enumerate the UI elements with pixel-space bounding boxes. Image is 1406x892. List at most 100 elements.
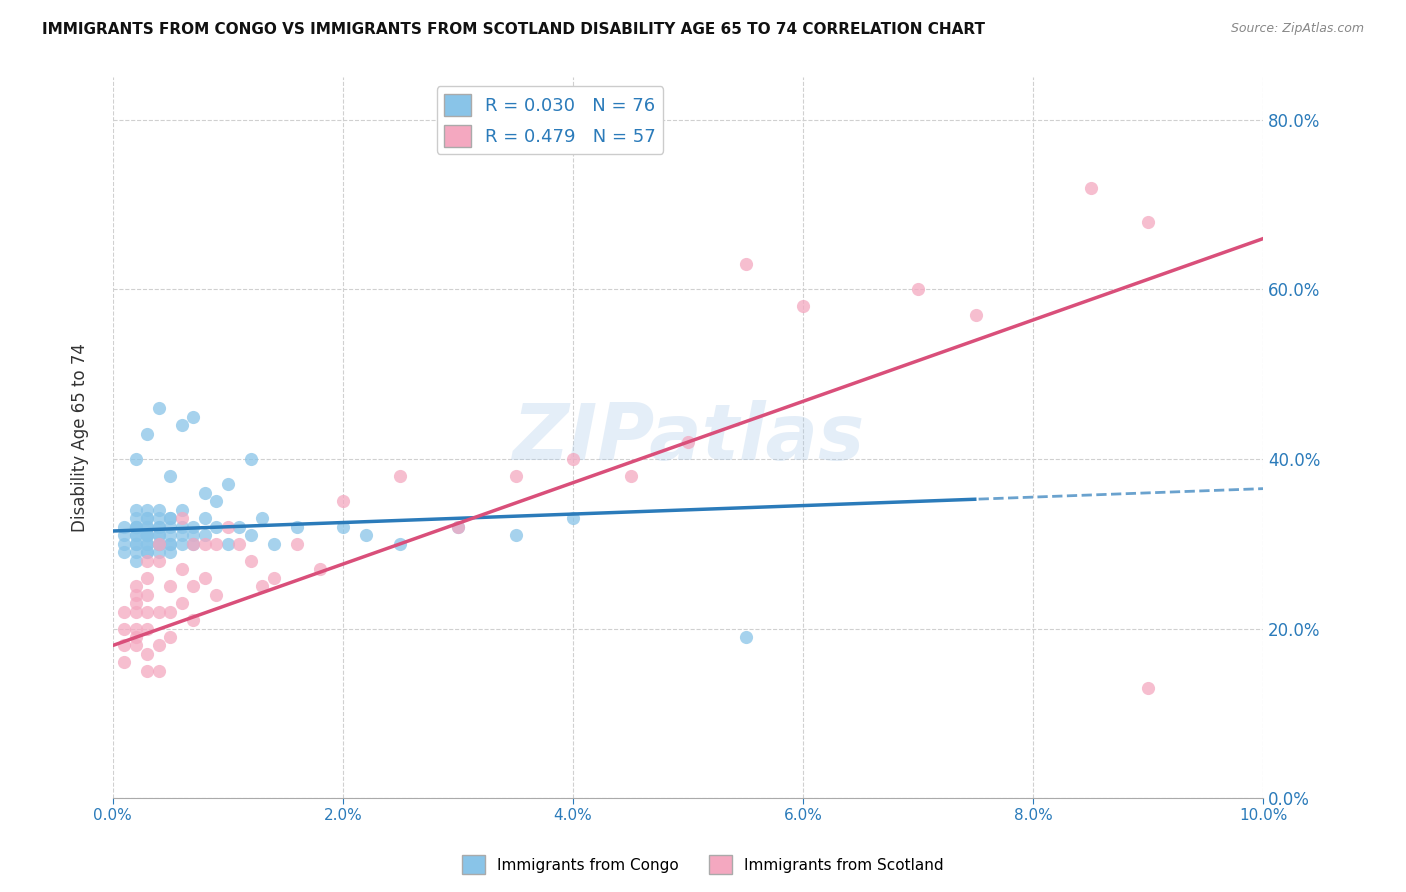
Point	[354, 528, 377, 542]
Point	[125, 537, 148, 551]
Point	[170, 520, 193, 534]
Point	[159, 511, 181, 525]
Point	[194, 528, 217, 542]
Point	[217, 477, 239, 491]
Point	[907, 282, 929, 296]
Y-axis label: Disability Age 65 to 74: Disability Age 65 to 74	[72, 343, 89, 533]
Point	[183, 537, 205, 551]
Point	[205, 588, 228, 602]
Point	[505, 469, 527, 483]
Point	[332, 494, 354, 508]
Point	[183, 579, 205, 593]
Point	[194, 486, 217, 500]
Point	[136, 528, 159, 542]
Point	[159, 605, 181, 619]
Point	[136, 520, 159, 534]
Point	[239, 554, 262, 568]
Point	[148, 511, 170, 525]
Point	[676, 435, 699, 450]
Point	[125, 596, 148, 610]
Point	[159, 630, 181, 644]
Point	[136, 537, 159, 551]
Point	[136, 605, 159, 619]
Point	[183, 520, 205, 534]
Point	[125, 511, 148, 525]
Point	[159, 528, 181, 542]
Point	[170, 528, 193, 542]
Point	[183, 409, 205, 424]
Point	[148, 605, 170, 619]
Point	[112, 622, 135, 636]
Point	[148, 520, 170, 534]
Text: ZIPatlas: ZIPatlas	[512, 400, 865, 475]
Point	[125, 528, 148, 542]
Point	[183, 528, 205, 542]
Point	[125, 537, 148, 551]
Point	[170, 503, 193, 517]
Point	[136, 503, 159, 517]
Point	[148, 664, 170, 678]
Point	[562, 452, 585, 467]
Point	[125, 554, 148, 568]
Point	[148, 537, 170, 551]
Point	[170, 417, 193, 432]
Point	[252, 511, 274, 525]
Point	[263, 537, 285, 551]
Point	[228, 537, 250, 551]
Point	[332, 520, 354, 534]
Point	[285, 537, 308, 551]
Point	[194, 537, 217, 551]
Point	[562, 511, 585, 525]
Point	[125, 579, 148, 593]
Point	[112, 528, 135, 542]
Point	[194, 571, 217, 585]
Point	[170, 537, 193, 551]
Point	[228, 520, 250, 534]
Point	[239, 528, 262, 542]
Point	[125, 520, 148, 534]
Point	[148, 545, 170, 559]
Point	[447, 520, 470, 534]
Legend: Immigrants from Congo, Immigrants from Scotland: Immigrants from Congo, Immigrants from S…	[456, 849, 950, 880]
Point	[159, 545, 181, 559]
Point	[125, 452, 148, 467]
Point	[205, 494, 228, 508]
Point	[447, 520, 470, 534]
Point	[148, 528, 170, 542]
Point	[125, 639, 148, 653]
Point	[125, 545, 148, 559]
Point	[170, 511, 193, 525]
Point	[125, 520, 148, 534]
Point	[217, 520, 239, 534]
Point	[136, 545, 159, 559]
Point	[136, 426, 159, 441]
Point	[136, 520, 159, 534]
Point	[217, 537, 239, 551]
Point	[125, 605, 148, 619]
Point	[205, 537, 228, 551]
Point	[136, 528, 159, 542]
Point	[792, 299, 814, 313]
Point	[285, 520, 308, 534]
Point	[389, 469, 412, 483]
Point	[112, 545, 135, 559]
Point	[125, 520, 148, 534]
Point	[159, 511, 181, 525]
Point	[136, 571, 159, 585]
Point	[252, 579, 274, 593]
Point	[159, 520, 181, 534]
Point	[125, 528, 148, 542]
Point	[125, 503, 148, 517]
Text: Source: ZipAtlas.com: Source: ZipAtlas.com	[1230, 22, 1364, 36]
Point	[148, 554, 170, 568]
Point	[148, 639, 170, 653]
Point	[965, 308, 987, 322]
Point	[136, 588, 159, 602]
Point	[136, 622, 159, 636]
Point	[136, 545, 159, 559]
Point	[1080, 180, 1102, 194]
Point	[619, 469, 641, 483]
Point	[148, 520, 170, 534]
Point	[136, 554, 159, 568]
Point	[148, 528, 170, 542]
